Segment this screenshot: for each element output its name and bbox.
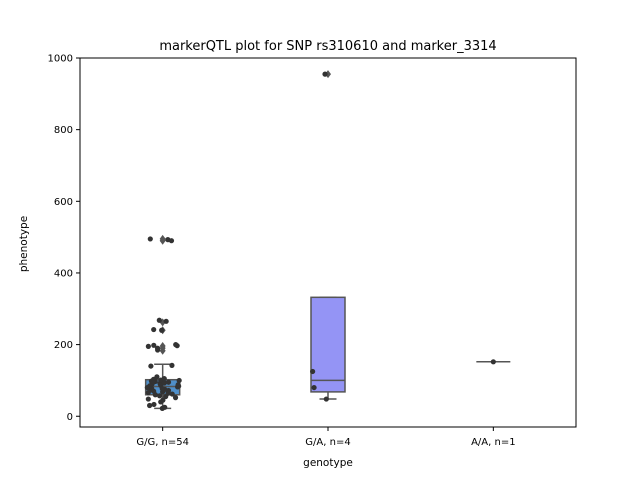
data-point bbox=[169, 391, 175, 397]
data-point bbox=[161, 380, 167, 386]
data-point bbox=[154, 374, 160, 380]
data-point bbox=[322, 71, 328, 77]
y-tick-label: 200 bbox=[54, 340, 73, 351]
data-point bbox=[160, 397, 166, 403]
data-point bbox=[154, 345, 161, 351]
data-point bbox=[175, 382, 181, 388]
data-point bbox=[162, 404, 168, 410]
data-point bbox=[146, 402, 153, 409]
x-tick-label: G/G, n=54 bbox=[136, 437, 189, 448]
data-point bbox=[147, 236, 153, 242]
data-point bbox=[145, 396, 151, 402]
y-tick-label: 400 bbox=[54, 268, 73, 279]
data-point bbox=[165, 237, 171, 243]
outlier-marker bbox=[159, 234, 166, 243]
data-point bbox=[151, 401, 157, 408]
data-point bbox=[151, 326, 157, 333]
data-point bbox=[173, 342, 179, 348]
x-tick-label: A/A, n=1 bbox=[471, 437, 516, 448]
chart-title: markerQTL plot for SNP rs310610 and mark… bbox=[159, 39, 496, 54]
y-tick-label: 800 bbox=[54, 125, 73, 136]
data-point bbox=[165, 379, 172, 385]
box bbox=[310, 296, 346, 393]
data-point bbox=[176, 377, 182, 384]
data-point bbox=[311, 384, 317, 391]
data-point bbox=[161, 376, 167, 382]
outlier-marker bbox=[159, 342, 166, 351]
data-point bbox=[150, 379, 156, 385]
y-tick-label: 0 bbox=[67, 412, 73, 423]
data-point bbox=[157, 393, 163, 399]
data-point bbox=[169, 362, 175, 368]
data-point bbox=[163, 318, 169, 324]
plot-area: 0 200 400 600 800 1000 G/G, n=54 G/A, n=4 A/A, n… bbox=[48, 54, 577, 448]
x-axis-label: genotype bbox=[303, 457, 353, 469]
data-point bbox=[159, 327, 165, 333]
data-point bbox=[310, 368, 316, 375]
y-axis-label: phenotype bbox=[18, 216, 30, 272]
data-point bbox=[151, 342, 157, 348]
data-point bbox=[148, 363, 154, 369]
y-tick-label: 600 bbox=[54, 197, 73, 208]
data-point bbox=[172, 395, 179, 401]
data-point bbox=[156, 317, 162, 323]
data-point bbox=[490, 359, 496, 365]
data-point bbox=[145, 343, 151, 349]
x-tick-label: G/A, n=4 bbox=[305, 437, 350, 448]
y-tick-label: 1000 bbox=[48, 54, 73, 65]
data-point bbox=[323, 396, 329, 402]
